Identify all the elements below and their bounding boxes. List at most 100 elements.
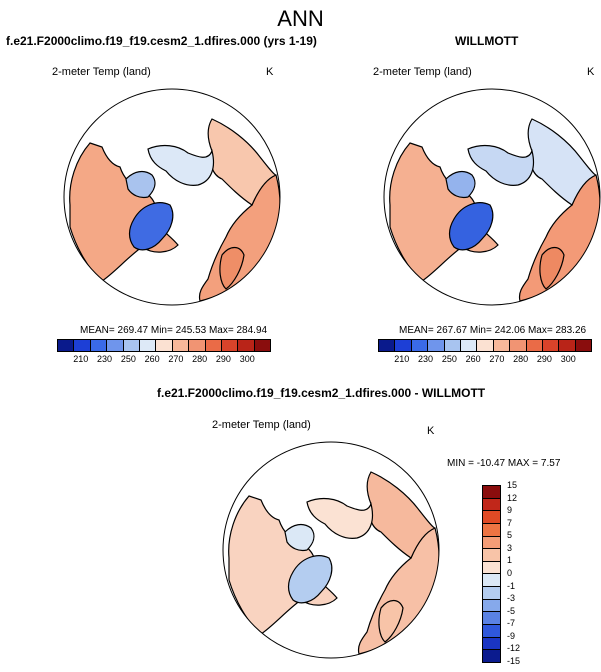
map-boundary [63,88,281,306]
model-stats: MEAN= 269.47 Min= 245.53 Max= 284.94 [80,325,268,336]
colorbar-tick-label: 260 [144,354,160,364]
colorbar-swatch [483,612,500,626]
colorbar-swatch [483,536,500,550]
canadian-archipelago-region [125,170,156,199]
colorbar-level-label: -9 [507,630,516,641]
colorbar-swatch [483,498,500,512]
colorbar-level-label: 1 [507,555,513,566]
model-polar-map [62,87,282,307]
diff-units-label: K [427,425,435,437]
colorbar-swatch [483,523,500,537]
colorbar-swatch [156,340,173,351]
arctic-land-region [147,144,215,186]
colorbar-swatch [107,340,124,351]
colorbar-level-label: -3 [507,593,516,604]
colorbar-tick-label: 250 [120,354,136,364]
colorbar-swatch [483,574,500,588]
obs-colorbar: 210 230 250 260 270 280 290 300 [378,339,592,364]
scandinavia-region [539,246,565,290]
colorbar-level-label: -12 [507,643,521,654]
arctic-land-region [306,497,374,539]
colorbar-tick-label: 230 [97,354,113,364]
model-units-label: K [266,66,274,78]
colorbar-swatch [221,340,239,351]
colorbar-level-label: 7 [507,517,513,528]
diff-stats: MIN = -10.47 MAX = 7.57 [447,458,561,469]
colorbar-swatch [139,340,157,351]
colorbar-swatch [483,587,500,600]
colorbar-tick-label: 300 [560,354,576,364]
colorbar-tick-label: 210 [73,354,89,364]
colorbar-swatch [411,340,429,351]
colorbar-swatch [493,340,511,351]
colorbar-swatch [526,340,543,351]
colorbar-tick-label: 280 [192,354,208,364]
greenland-region [287,555,333,604]
colorbar-swatch [395,340,412,351]
colorbar-tick-label: 250 [441,354,457,364]
canadian-archipelago-region [445,170,476,199]
colorbar-tick-label: 270 [168,354,184,364]
obs-polar-map [382,87,601,307]
colorbar-swatch [477,340,494,351]
colorbar-level-label: -5 [507,605,516,616]
colorbar-swatch [238,340,255,351]
obs-variable-label: 2-meter Temp (land) [373,66,472,78]
colorbar-swatch [483,486,500,499]
map-boundary [222,441,440,659]
colorbar-level-label: 5 [507,530,513,541]
colorbar-swatch [189,340,206,351]
colorbar-swatch [58,340,75,351]
colorbar-swatch [483,561,500,575]
diff-colorbar-labels: 15 12 9 7 5 3 1 0 -1 -3 -5 -7 -9 -12 -15 [507,480,537,666]
colorbar-tick-label: 270 [489,354,505,364]
model-colorbar: 210 230 250 260 270 280 290 300 [57,339,271,364]
colorbar-level-label: 3 [507,542,513,553]
colorbar-level-label: 15 [507,480,518,490]
obs-panel-title: WILLMOTT [455,34,519,48]
diff-polar-map [221,440,441,660]
model-variable-label: 2-meter Temp (land) [52,66,151,78]
page-title: ANN [277,6,324,31]
colorbar-swatch [483,650,500,662]
diff-variable-label: 2-meter Temp (land) [212,419,311,431]
diff-panel-title: f.e21.F2000climo.f19_f19.cesm2_1.dfires.… [157,386,486,400]
colorbar-swatch [460,340,478,351]
colorbar-swatch [559,340,576,351]
colorbar-tick-label: 280 [513,354,529,364]
colorbar-swatch [205,340,222,351]
colorbar-swatch [510,340,527,351]
colorbar-level-label: -15 [507,656,521,666]
scandinavia-region [219,246,245,290]
colorbar-swatch [172,340,190,351]
colorbar-swatch [90,340,108,351]
colorbar-level-label: -7 [507,618,516,629]
colorbar-swatch [379,340,396,351]
colorbar-swatch [483,511,500,524]
colorbar-tick-label: 230 [418,354,434,364]
colorbar-swatch [483,599,500,613]
arctic-land-region [467,144,535,186]
colorbar-swatch [575,340,592,351]
colorbar-tick-label: 260 [465,354,481,364]
colorbar-level-label: 0 [507,568,513,578]
colorbar-swatch [428,340,445,351]
colorbar-swatch [483,637,500,651]
colorbar-tick-label: 300 [239,354,255,364]
colorbar-tick-label: 210 [394,354,410,364]
greenland-region [128,202,174,251]
colorbar-swatch [74,340,91,351]
colorbar-level-label: 12 [507,492,518,503]
diff-colorbar [482,485,501,663]
canadian-archipelago-region [284,523,315,552]
obs-units-label: K [587,66,595,78]
colorbar-swatch [254,340,271,351]
colorbar-swatch [542,340,560,351]
colorbar-tick-label: 290 [215,354,231,364]
obs-stats: MEAN= 267.67 Min= 242.06 Max= 283.26 [399,325,587,336]
colorbar-level-label: -1 [507,580,516,591]
model-panel-title: f.e21.F2000climo.f19_f19.cesm2_1.dfires.… [6,34,317,48]
colorbar-tick-label: 290 [536,354,552,364]
greenland-region [448,202,494,251]
map-boundary [383,88,601,306]
